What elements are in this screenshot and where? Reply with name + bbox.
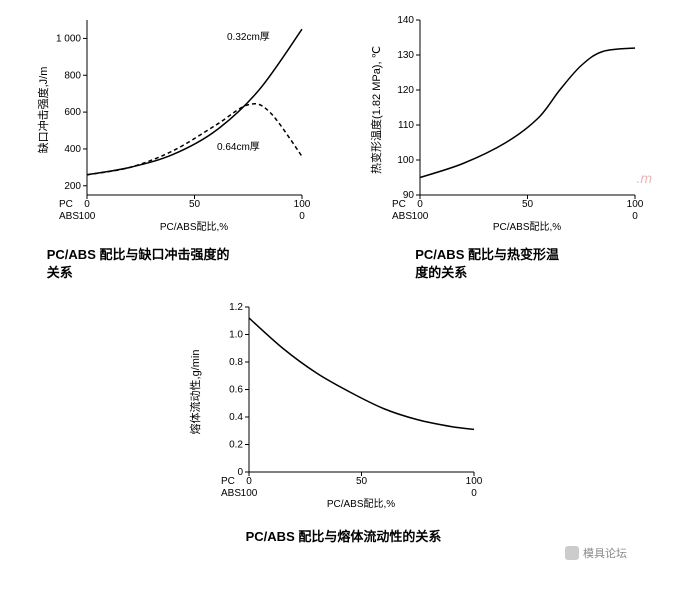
chart-meltflow: 00.20.40.60.81.01.2 PCABS0100501000 PC/A… xyxy=(184,297,504,546)
svg-text:PC/ABS配比,%: PC/ABS配比,% xyxy=(160,221,228,233)
svg-text:ABS: ABS xyxy=(392,211,412,222)
svg-text:ABS: ABS xyxy=(221,488,241,499)
svg-text:50: 50 xyxy=(355,476,367,487)
svg-text:ABS: ABS xyxy=(59,211,79,222)
svg-text:PC/ABS配比,%: PC/ABS配比,% xyxy=(326,498,394,510)
svg-text:0.4: 0.4 xyxy=(229,412,243,423)
chart-hdt: 90100110120130140 PCABS0100501000 PC/ABS… xyxy=(365,10,655,282)
svg-text:130: 130 xyxy=(398,50,415,61)
svg-text:0.2: 0.2 xyxy=(229,440,243,451)
chart2-caption: PC/ABS 配比与热变形温 度的关系 xyxy=(415,246,645,282)
svg-text:800: 800 xyxy=(64,70,81,81)
svg-text:600: 600 xyxy=(64,107,81,118)
svg-text:1.0: 1.0 xyxy=(229,330,243,341)
chart1-caption: PC/ABS 配比与缺口冲击强度的 关系 xyxy=(47,246,307,282)
svg-text:50: 50 xyxy=(522,199,534,210)
svg-text:PC: PC xyxy=(221,476,235,487)
svg-text:0: 0 xyxy=(471,488,477,499)
svg-text:1 000: 1 000 xyxy=(56,33,81,44)
svg-text:1.2: 1.2 xyxy=(229,302,243,313)
svg-text:0: 0 xyxy=(246,476,252,487)
wechat-icon xyxy=(565,546,579,560)
svg-text:100: 100 xyxy=(78,211,95,222)
svg-text:0.8: 0.8 xyxy=(229,357,243,368)
svg-text:110: 110 xyxy=(398,120,414,131)
svg-text:120: 120 xyxy=(398,85,415,96)
svg-text:0.32cm厚: 0.32cm厚 xyxy=(227,31,270,43)
svg-text:0: 0 xyxy=(84,199,90,210)
svg-text:0: 0 xyxy=(632,211,638,222)
svg-text:140: 140 xyxy=(398,15,415,26)
svg-text:100: 100 xyxy=(240,488,257,499)
svg-text:0: 0 xyxy=(299,211,305,222)
svg-text:热变形温度(1.82 MPa), ℃: 热变形温度(1.82 MPa), ℃ xyxy=(369,46,383,174)
svg-text:缺口冲击强度,J/m: 缺口冲击强度,J/m xyxy=(36,67,50,154)
svg-text:100: 100 xyxy=(398,155,415,166)
footer-text: 模具论坛 xyxy=(583,545,627,561)
svg-text:0.64cm厚: 0.64cm厚 xyxy=(217,141,260,153)
chart3-caption: PC/ABS 配比与熔体流动性的关系 xyxy=(246,528,442,546)
svg-text:0.6: 0.6 xyxy=(229,385,243,396)
svg-text:50: 50 xyxy=(189,199,201,210)
svg-text:PC: PC xyxy=(392,199,406,210)
svg-text:PC/ABS配比,%: PC/ABS配比,% xyxy=(493,221,561,233)
svg-text:0: 0 xyxy=(417,199,423,210)
svg-text:200: 200 xyxy=(64,181,81,192)
svg-text:100: 100 xyxy=(627,199,644,210)
svg-text:400: 400 xyxy=(64,144,81,155)
svg-text:100: 100 xyxy=(293,199,310,210)
svg-text:0: 0 xyxy=(237,467,243,478)
chart-impact: 2004006008001 000 PCABS0100501000 0.32cm… xyxy=(32,10,322,282)
svg-text:100: 100 xyxy=(412,211,429,222)
footer-watermark: 模具论坛 xyxy=(565,545,627,561)
svg-text:PC: PC xyxy=(59,199,73,210)
svg-text:熔体流动性,g/min: 熔体流动性,g/min xyxy=(188,350,202,435)
svg-text:100: 100 xyxy=(465,476,482,487)
